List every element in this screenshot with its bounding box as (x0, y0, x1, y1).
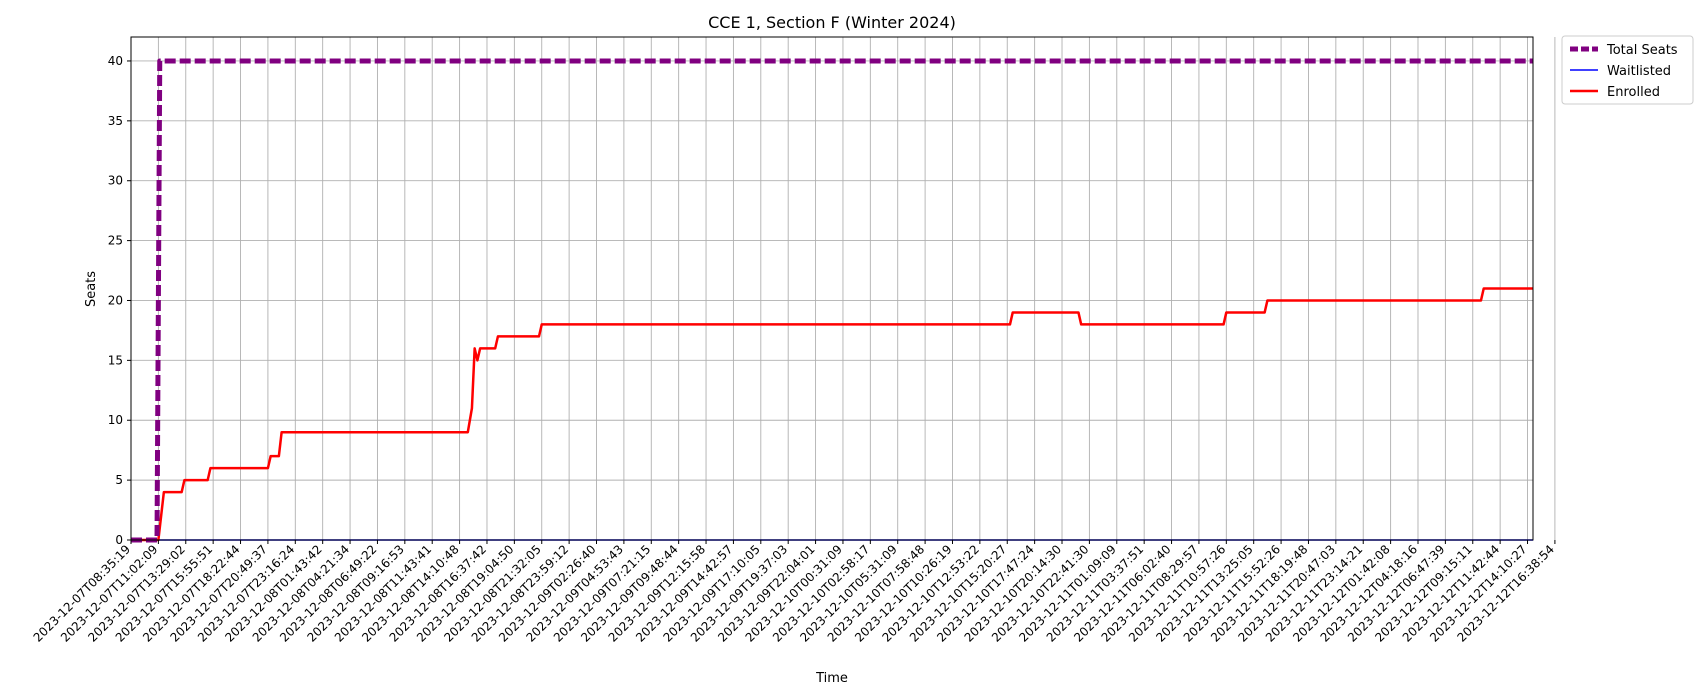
y-axis-label: Seats (84, 271, 99, 307)
y-tick-label: 30 (108, 174, 123, 188)
legend-label-enrolled: Enrolled (1607, 85, 1660, 100)
legend-box (1561, 35, 1694, 105)
legend: Total Seats Waitlisted Enrolled (1561, 35, 1694, 105)
y-axis-ticks: 0 5 10 15 20 25 30 35 40 (108, 54, 131, 547)
series-line-enrolled (131, 287, 1533, 542)
y-tick-label: 40 (108, 54, 123, 68)
legend-label-waitlisted: Waitlisted (1607, 64, 1671, 79)
y-tick-label: 15 (108, 353, 123, 367)
y-tick-label: 0 (115, 533, 123, 547)
chart-title: CCE 1, Section F (Winter 2024) (708, 13, 956, 32)
plot-frame (130, 36, 1534, 541)
y-tick-label: 25 (108, 234, 123, 248)
y-tick-label: 5 (115, 473, 123, 487)
series-line-total-seats (131, 58, 1533, 543)
x-axis-ticks: 2023-12-07T08:35:192023-12-07T11:02:0920… (31, 540, 1557, 645)
grid-lines (130, 37, 1556, 541)
y-tick-label: 10 (108, 413, 123, 427)
y-tick-label: 20 (108, 293, 123, 307)
legend-label-total-seats: Total Seats (1606, 43, 1678, 58)
x-axis-label: Time (815, 671, 848, 686)
y-tick-label: 35 (108, 114, 123, 128)
